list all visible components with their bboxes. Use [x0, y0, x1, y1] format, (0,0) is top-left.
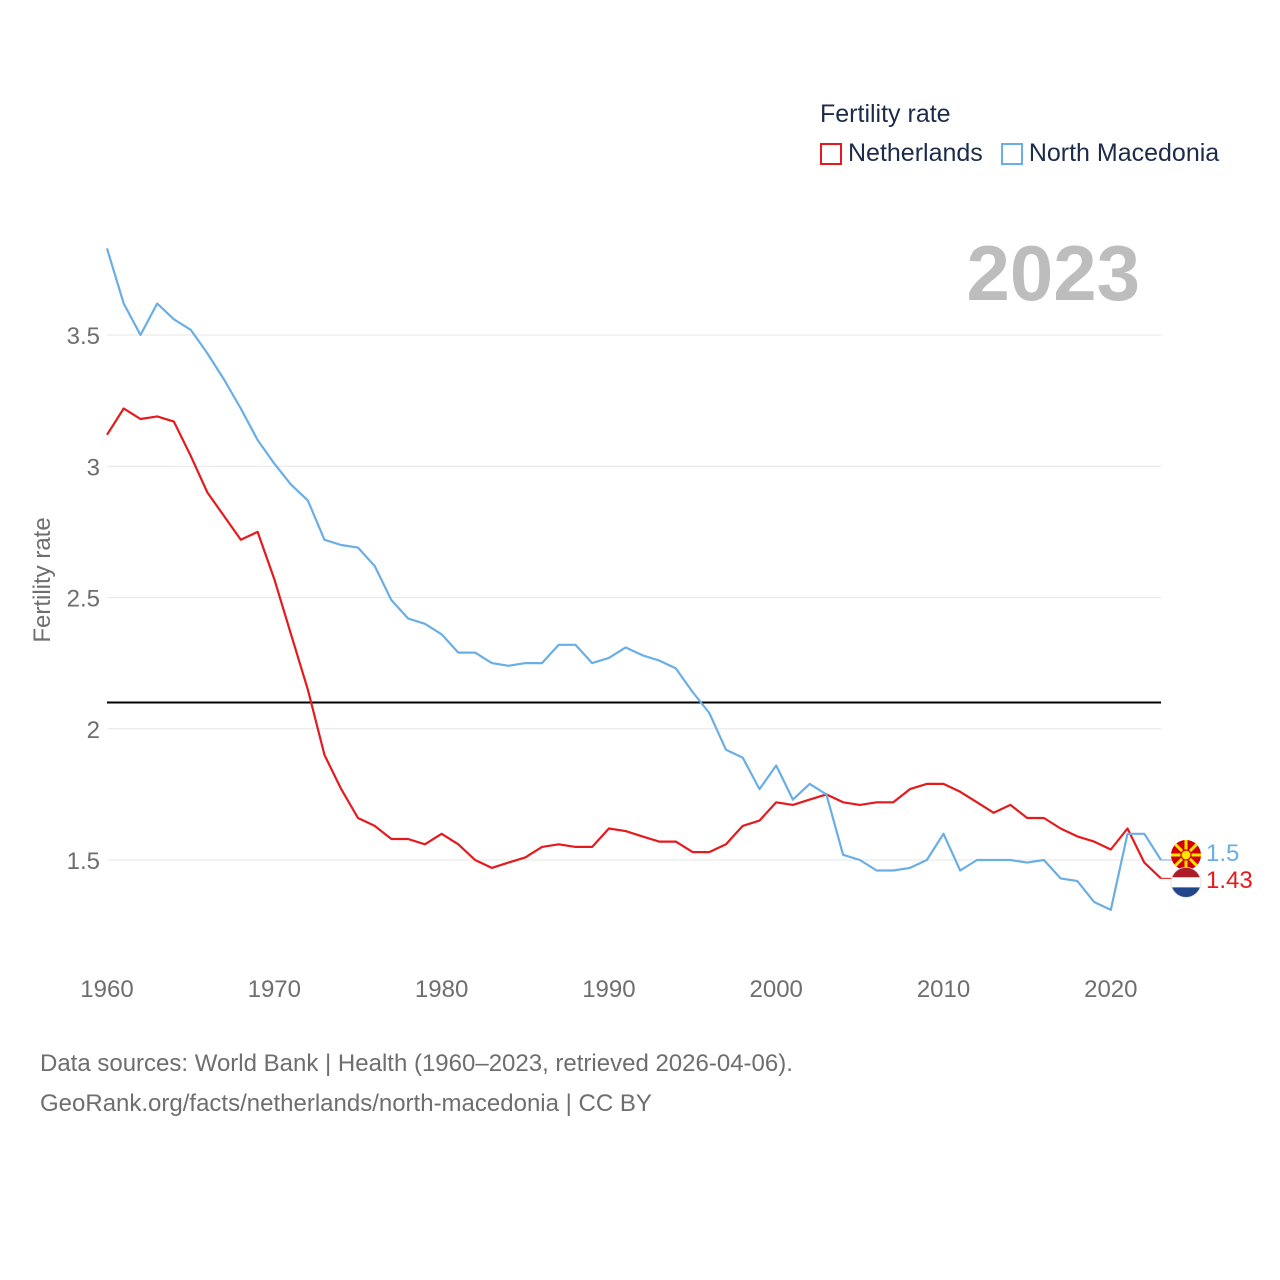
x-tick-label: 1990 — [582, 976, 635, 1003]
series-line-north-macedonia[interactable] — [105, 248, 1162, 912]
legend-swatch-north-macedonia — [1000, 142, 1023, 165]
data-source-text: Data sources: World Bank | Health (1960–… — [40, 1050, 793, 1077]
x-axis-ticks: 1960 1970 1980 1990 2000 2010 2020 — [80, 976, 1137, 1003]
legend-swatch-netherlands — [820, 142, 842, 165]
legend-item-netherlands[interactable]: Netherlands — [820, 139, 983, 168]
series-line-netherlands[interactable] — [106, 407, 1162, 880]
y-axis-ticks: 1.5 2 2.5 3 3.5 — [67, 323, 100, 875]
y-tick-label: 3.5 — [67, 323, 100, 350]
x-tick-label: 1970 — [248, 976, 301, 1003]
y-tick-label: 2 — [87, 717, 100, 744]
x-tick-label: 2020 — [1084, 976, 1137, 1003]
gridlines — [107, 334, 1161, 861]
end-label-netherlands: 1.43 — [1206, 867, 1253, 895]
current-year-label: 2023 — [966, 229, 1140, 317]
source-url-text[interactable]: GeoRank.org/facts/netherlands/north-mace… — [40, 1090, 652, 1117]
legend-label-north-macedonia: North Macedonia — [1028, 139, 1220, 167]
legend-items: Netherlands North Macedonia — [820, 139, 1219, 168]
legend: Fertility rate Netherlands North Macedon… — [820, 100, 1219, 168]
legend-item-north-macedonia[interactable]: North Macedonia — [1000, 139, 1220, 168]
y-tick-label: 1.5 — [67, 848, 100, 875]
series-lines — [105, 248, 1162, 912]
footer: Data sources: World Bank | Health (1960–… — [40, 1044, 793, 1124]
x-tick-label: 1960 — [80, 976, 133, 1003]
legend-label-netherlands: Netherlands — [848, 139, 983, 167]
end-markers — [1161, 840, 1202, 898]
netherlands-flag-icon — [1170, 866, 1202, 898]
north-macedonia-flag-icon — [1171, 840, 1201, 870]
y-tick-label: 3 — [87, 454, 100, 481]
x-tick-label: 2010 — [917, 976, 970, 1003]
x-tick-label: 1980 — [415, 976, 468, 1003]
legend-title: Fertility rate — [820, 100, 951, 128]
x-tick-label: 2000 — [750, 976, 803, 1003]
y-axis-label: Fertility rate — [29, 517, 56, 642]
end-label-north-macedonia: 1.5 — [1206, 840, 1240, 867]
y-tick-label: 2.5 — [67, 586, 100, 613]
